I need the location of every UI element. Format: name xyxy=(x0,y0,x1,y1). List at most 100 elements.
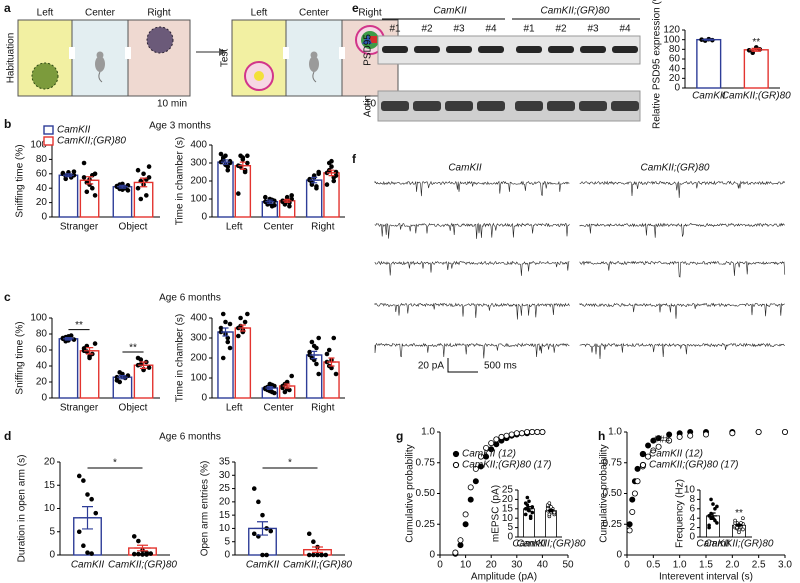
x-tick-label: CamKII;(GR)80 xyxy=(283,560,352,571)
data-point xyxy=(238,315,243,321)
data-point xyxy=(223,319,228,325)
y-tick-label: 0 xyxy=(616,550,622,561)
y-tick-label: 60 xyxy=(669,54,681,65)
data-point xyxy=(707,523,711,528)
group-label: CamKII;(GR)80 xyxy=(641,163,710,174)
bar xyxy=(743,49,769,89)
error-bar xyxy=(220,159,231,165)
data-point xyxy=(715,521,719,525)
y-axis-label: Time in chamber (s) xyxy=(175,314,186,403)
y-axis-label: Open arm entries (%) xyxy=(200,461,211,557)
error-bar xyxy=(701,38,716,41)
data-point xyxy=(315,552,320,558)
legend-label: CamKII xyxy=(57,125,91,136)
panel-label: h xyxy=(598,429,605,443)
y-tick-label: 35 xyxy=(219,457,231,468)
y-tick-label: 5 xyxy=(49,526,55,537)
data-point xyxy=(81,175,87,180)
data-point xyxy=(547,512,552,517)
legend-swatch xyxy=(43,125,54,135)
data-point xyxy=(316,335,321,341)
error-bar xyxy=(134,544,151,552)
band xyxy=(548,46,574,53)
data-point xyxy=(314,184,319,189)
y-tick-label: 40 xyxy=(36,183,48,194)
y-tick-label: 400 xyxy=(190,140,207,151)
lane-label: #4 xyxy=(485,24,497,35)
data-point xyxy=(650,437,657,444)
data-point xyxy=(523,512,528,517)
bar xyxy=(58,174,79,218)
data-point xyxy=(323,552,329,558)
legend-marker xyxy=(452,461,460,469)
data-point xyxy=(63,176,68,182)
data-point xyxy=(227,321,233,327)
group-label: CamKII xyxy=(448,163,482,174)
panel-label: c xyxy=(4,290,11,304)
data-point xyxy=(545,506,550,511)
x-tick-label: Stranger xyxy=(60,403,99,414)
y-tick-label: 20 xyxy=(36,197,48,208)
data-point xyxy=(260,552,265,558)
data-point xyxy=(264,552,269,558)
data-point xyxy=(326,347,332,353)
y-tick-label: 30 xyxy=(219,470,231,481)
band xyxy=(515,101,543,111)
data-point xyxy=(483,444,490,451)
data-point xyxy=(741,516,745,521)
band xyxy=(477,101,505,111)
data-point xyxy=(626,527,633,534)
chamber-label: Center xyxy=(299,8,330,19)
data-point xyxy=(135,167,141,173)
scale-label: 20 pA xyxy=(418,361,444,372)
bar xyxy=(323,172,340,218)
y-tick-label: 100 xyxy=(190,194,207,205)
y-tick-label: 4 xyxy=(689,513,695,524)
data-point xyxy=(676,433,683,440)
x-axis-label: Interevent interval (s) xyxy=(659,572,753,583)
door xyxy=(125,47,131,59)
error-bar xyxy=(254,521,271,536)
error-bar xyxy=(84,176,96,185)
door xyxy=(339,47,345,59)
error-bar xyxy=(326,169,337,177)
y-axis-label: Time in chamber (s) xyxy=(175,137,186,226)
x-tick-label: Right xyxy=(311,403,335,414)
trace xyxy=(579,302,785,319)
error-bar xyxy=(238,324,248,332)
mouse xyxy=(95,56,105,72)
data-point xyxy=(711,502,715,506)
subtitle: Age 6 months xyxy=(159,293,221,304)
error-bar xyxy=(525,505,533,512)
y-tick-label: 100 xyxy=(30,140,47,151)
x-tick-label: CamKII xyxy=(512,539,546,550)
data-point xyxy=(687,432,694,439)
y-tick-label: 1.0 xyxy=(421,427,435,438)
data-point xyxy=(314,361,319,367)
time-label: 10 min xyxy=(157,99,187,110)
data-point xyxy=(650,447,657,454)
data-point xyxy=(117,186,122,192)
data-point xyxy=(251,486,257,491)
band xyxy=(516,46,542,53)
legend-label: CamKII (12) xyxy=(462,449,516,460)
data-point xyxy=(236,333,241,339)
x-tick-label: CamKII xyxy=(246,560,280,571)
error-bar xyxy=(749,47,764,52)
data-point xyxy=(89,496,94,502)
lane-label: #1 xyxy=(389,24,401,35)
chamber-label: Right xyxy=(358,8,382,19)
data-point xyxy=(552,510,557,515)
trace xyxy=(579,260,786,278)
significance-label: ** xyxy=(75,320,83,331)
y-axis-label: Frequency (Hz) xyxy=(675,479,686,548)
data-point xyxy=(666,431,673,438)
chamber-label: Left xyxy=(251,8,268,19)
error-bar xyxy=(265,386,275,390)
x-tick-label: Center xyxy=(263,222,294,233)
x-tick-label: 50 xyxy=(562,560,574,571)
object xyxy=(31,62,59,90)
y-axis-label: Sniffing time (%) xyxy=(15,144,26,217)
data-point xyxy=(240,157,246,162)
